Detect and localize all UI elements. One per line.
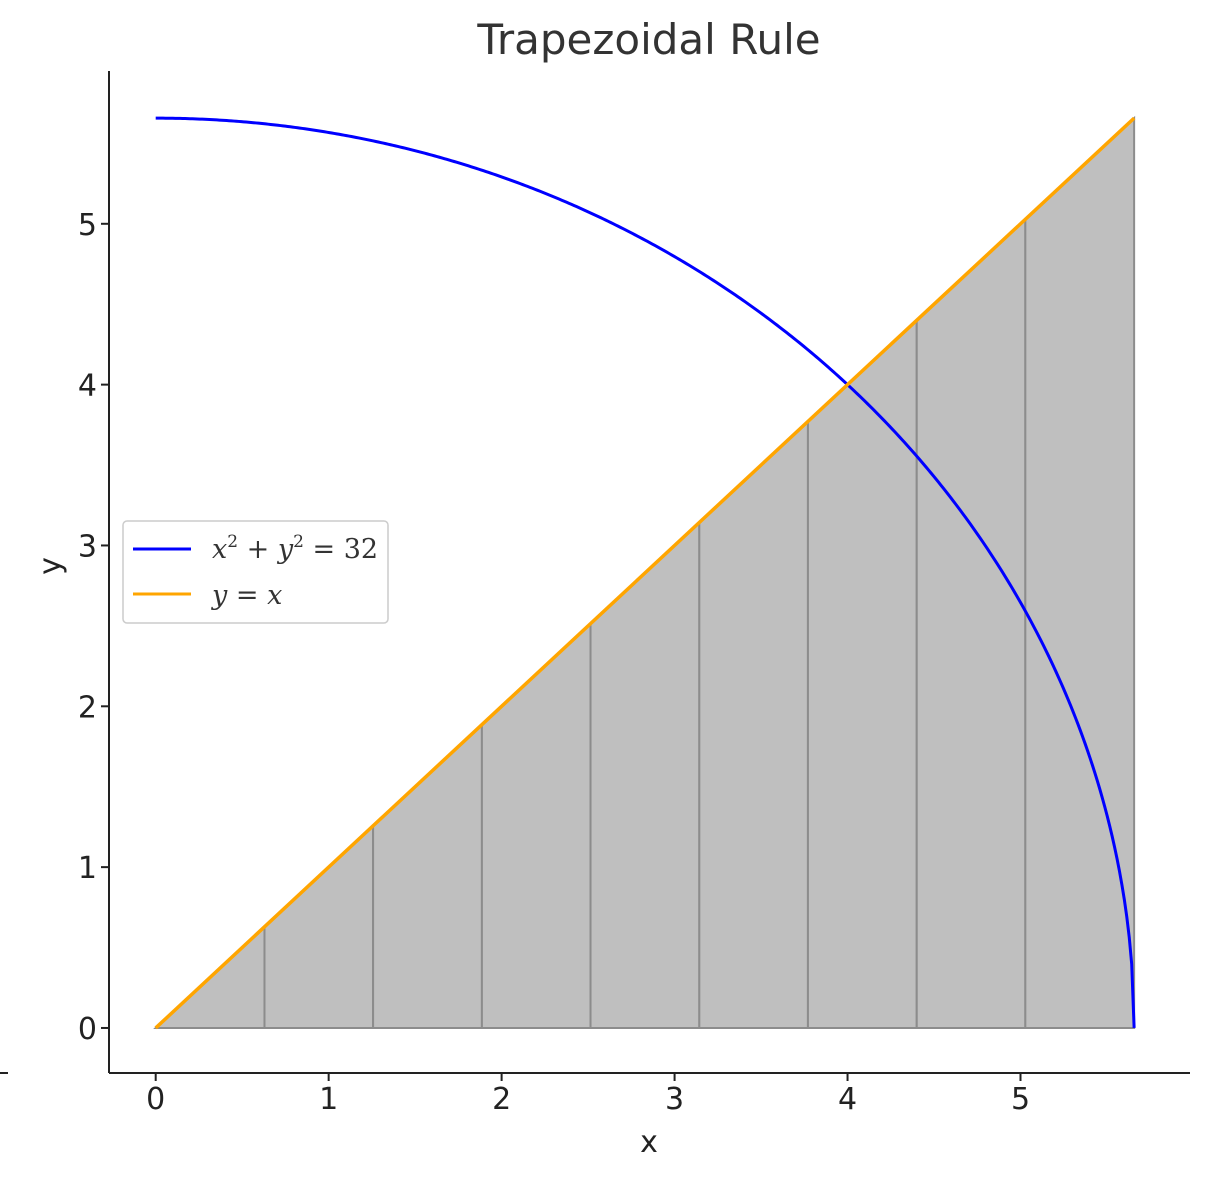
trapezoid-2 — [372, 722, 483, 1029]
x-tick-label-0: 0 — [146, 1082, 165, 1117]
x-ticks: 0 1 2 3 4 5 — [146, 1073, 1030, 1117]
y-tick-label-1: 1 — [78, 851, 97, 886]
legend-line-equals: = — [227, 580, 267, 611]
y-tick-label-0: 0 — [78, 1012, 97, 1047]
legend-equals: = 32 — [304, 534, 378, 565]
trapezoid-8 — [1024, 115, 1136, 1029]
trapezoid-1 — [263, 823, 375, 1029]
legend-line-x: x — [267, 580, 282, 611]
x-axis-label: x — [640, 1125, 658, 1160]
trapezoid-7 — [915, 216, 1027, 1029]
trapezoid-4 — [589, 520, 701, 1029]
trapezoid-6 — [806, 317, 918, 1029]
trapezoid-5 — [698, 419, 809, 1029]
trapezoid-area — [153, 115, 1136, 1029]
legend-line-y: y — [211, 580, 228, 611]
x-tick-label-4: 4 — [838, 1082, 857, 1117]
legend-label-line: y = x — [211, 580, 282, 611]
legend-label-circle: x2 + y2 = 32 — [212, 532, 378, 565]
y-ticks: 0 1 2 3 4 5 — [78, 208, 109, 1047]
curve-layer — [154, 116, 1136, 1030]
x-axis: 0 1 2 3 4 5 — [0, 1072, 1190, 1117]
series-y-equals-x-line — [154, 116, 1136, 1030]
chart-title: Trapezoidal Rule — [476, 15, 820, 64]
y-tick-label-3: 3 — [78, 529, 97, 564]
legend-term-y: y — [277, 534, 294, 565]
y-axis-label: y — [33, 557, 68, 575]
x-tick-label-1: 1 — [319, 1082, 338, 1117]
legend-exp-1: 2 — [227, 532, 238, 552]
x-tick-label-2: 2 — [492, 1082, 511, 1117]
legend-box — [122, 520, 389, 624]
trapezoid-3 — [480, 621, 592, 1029]
x-tick-label-3: 3 — [665, 1082, 684, 1117]
y-tick-label-4: 4 — [78, 369, 97, 404]
series-circle-line — [155, 116, 1136, 1029]
y-axis: 0 1 2 3 4 5 — [78, 71, 110, 1073]
legend: x2 + y2 = 32 y = x — [122, 520, 389, 624]
legend-term-x: x — [212, 534, 227, 565]
y-tick-label-2: 2 — [78, 690, 97, 725]
y-tick-label-5: 5 — [78, 208, 97, 243]
legend-exp-2: 2 — [293, 532, 304, 552]
legend-plus: + — [238, 534, 278, 565]
x-tick-label-5: 5 — [1011, 1082, 1030, 1117]
